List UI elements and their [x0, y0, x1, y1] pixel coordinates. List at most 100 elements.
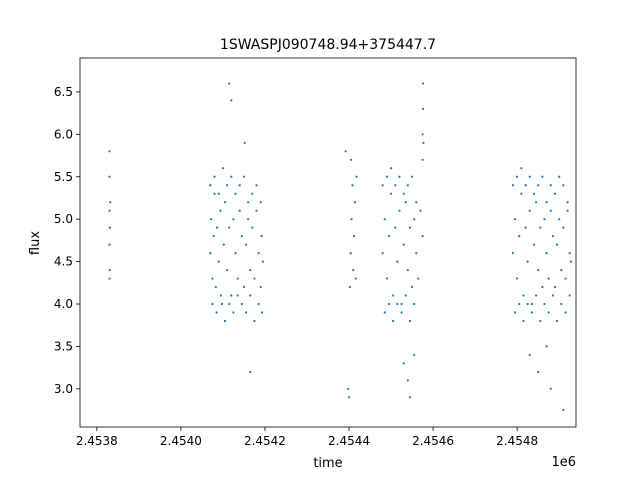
- data-point: [212, 235, 215, 238]
- data-point: [560, 302, 563, 306]
- data-point: [108, 209, 111, 212]
- data-point: [257, 252, 260, 255]
- data-point: [530, 311, 533, 314]
- data-point: [108, 243, 111, 246]
- data-point: [513, 311, 517, 314]
- data-point: [222, 243, 225, 246]
- data-point: [394, 184, 397, 187]
- data-point: [240, 235, 243, 238]
- data-point: [568, 294, 571, 297]
- data-point: [347, 387, 350, 390]
- data-point: [249, 370, 252, 373]
- data-point: [219, 209, 222, 212]
- data-point: [551, 294, 554, 297]
- data-point: [347, 396, 351, 399]
- data-point: [344, 150, 347, 153]
- data-point: [108, 268, 111, 272]
- data-point: [547, 277, 550, 280]
- data-point: [243, 141, 246, 144]
- data-point: [562, 226, 565, 229]
- data-point: [213, 175, 216, 178]
- data-point: [232, 311, 235, 314]
- data-point: [511, 184, 515, 187]
- data-point: [562, 408, 565, 412]
- data-point: [415, 252, 418, 255]
- data-point: [402, 362, 405, 365]
- data-point: [249, 294, 252, 297]
- data-point: [404, 201, 407, 204]
- data-point: [568, 252, 571, 255]
- y-tick-label: 6.0: [54, 127, 73, 141]
- data-point: [528, 209, 531, 212]
- y-tick-label: 4.0: [54, 297, 73, 311]
- data-point: [228, 302, 231, 306]
- data-point: [352, 235, 356, 238]
- data-point: [549, 184, 552, 187]
- data-point: [255, 209, 258, 212]
- data-point: [249, 268, 252, 272]
- data-point: [537, 268, 540, 272]
- y-tick-label: 5.0: [54, 212, 73, 226]
- data-point: [244, 311, 248, 314]
- x-tick-label: 2.4544: [328, 434, 370, 448]
- data-point: [394, 226, 397, 229]
- data-point: [209, 252, 212, 255]
- data-point: [528, 353, 531, 356]
- data-point: [259, 201, 262, 204]
- data-point: [255, 184, 258, 187]
- data-point: [564, 277, 567, 280]
- data-point: [528, 175, 531, 178]
- data-point: [408, 396, 412, 399]
- data-point: [413, 302, 416, 306]
- data-point: [215, 311, 218, 314]
- data-point: [230, 175, 233, 178]
- data-point: [244, 243, 248, 246]
- data-point: [389, 167, 393, 170]
- data-point: [228, 82, 231, 85]
- data-point: [539, 226, 542, 229]
- data-point: [537, 370, 540, 373]
- data-point: [421, 158, 424, 161]
- data-point: [234, 192, 237, 195]
- data-point: [566, 201, 569, 204]
- data-point: [404, 294, 407, 297]
- x-tick-label: 2.4540: [160, 434, 202, 448]
- data-point: [387, 235, 391, 238]
- data-point: [408, 319, 412, 323]
- data-point: [211, 277, 214, 280]
- data-point: [526, 260, 529, 263]
- data-point: [566, 209, 569, 212]
- data-point: [108, 226, 111, 229]
- data-point: [406, 268, 409, 272]
- data-point: [421, 235, 424, 238]
- data-point: [253, 277, 256, 280]
- y-axis: 3.0 3.5 4.0 4.5 5.0 5.5 6.0 6.5: [54, 85, 80, 396]
- data-point: [400, 302, 403, 306]
- data-point: [232, 218, 235, 221]
- data-point: [518, 235, 521, 238]
- data-point: [230, 294, 233, 297]
- data-point: [413, 353, 416, 356]
- data-point: [421, 82, 425, 85]
- data-point: [553, 285, 557, 289]
- data-point: [543, 218, 546, 221]
- data-point: [352, 268, 355, 272]
- data-point: [226, 184, 229, 187]
- data-point: [383, 311, 386, 314]
- data-point: [230, 99, 233, 102]
- x-axis: 2.4538 2.4540 2.4542 2.4544 2.4546 2.4548: [76, 427, 538, 448]
- data-point: [220, 302, 224, 306]
- data-point: [524, 226, 527, 229]
- data-point: [396, 260, 399, 263]
- data-point: [238, 184, 241, 187]
- data-point: [520, 167, 523, 170]
- data-point: [213, 192, 216, 195]
- data-point: [240, 302, 243, 306]
- y-tick-label: 3.5: [54, 339, 73, 353]
- y-tick-label: 4.5: [54, 255, 73, 269]
- data-point: [350, 158, 353, 161]
- data-point: [541, 285, 544, 289]
- data-point: [385, 277, 388, 280]
- data-point: [522, 294, 525, 297]
